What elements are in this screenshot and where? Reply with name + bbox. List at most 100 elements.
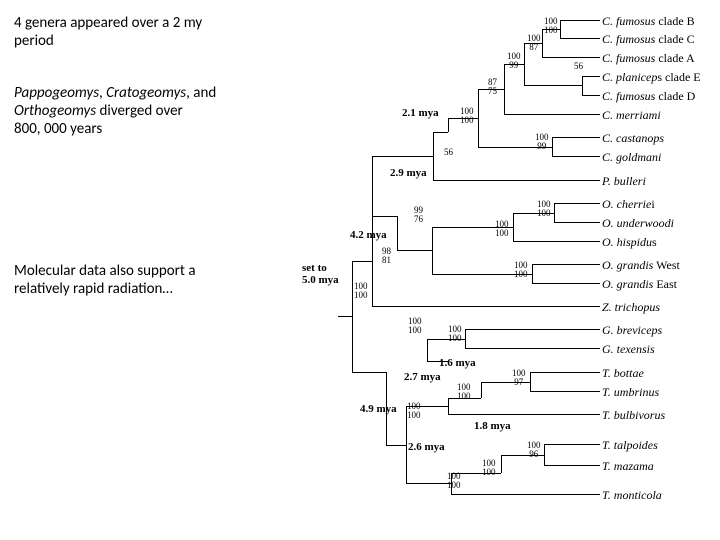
- taxon-label: G. texensis: [602, 342, 655, 357]
- taxon-label: C. goldmani: [602, 150, 661, 165]
- branch-h: [372, 156, 433, 157]
- branch-h: [386, 445, 406, 446]
- support-label: 100100: [408, 317, 422, 336]
- support-label: 10099: [507, 52, 521, 71]
- support-label: 10096: [527, 441, 541, 460]
- taxon-label: C. castanops: [602, 131, 664, 146]
- branch-h: [560, 38, 600, 39]
- taxon-label: T. bottae: [602, 366, 644, 381]
- lower-line2: relatively rapid radiation…: [14, 280, 173, 298]
- taxon-label: O. underwoodi: [602, 216, 674, 231]
- support-label: 100100: [495, 220, 509, 239]
- branch-v: [501, 455, 502, 473]
- branch-v: [542, 29, 543, 57]
- taxon-label: C. planiceps clade E: [602, 70, 701, 85]
- taxon-label: T. monticola: [602, 488, 662, 503]
- support-label: 100100: [457, 383, 471, 402]
- branch-v: [478, 89, 479, 147]
- phylogenetic-tree: C. fumosus clade B C. fumosus clade C C. f…: [282, 0, 720, 540]
- branch-h: [433, 180, 600, 181]
- branch-v: [560, 20, 561, 38]
- genus-1: Pappogeomys: [14, 84, 99, 102]
- time-label: set to5.0 mya: [302, 262, 339, 286]
- branch-h: [554, 203, 600, 204]
- branch-v: [432, 227, 433, 274]
- taxon-label: T. umbrinus: [602, 385, 659, 400]
- lower-text: Molecular data also support a relatively…: [14, 262, 274, 298]
- branch-h: [397, 250, 432, 251]
- support-label: 100100: [407, 402, 421, 421]
- taxon-label: O. grandis West: [602, 258, 680, 273]
- time-label: 1.6 mya: [439, 357, 476, 369]
- branch-h: [524, 85, 582, 86]
- time-label: 2.1 mya: [402, 107, 439, 119]
- branch-v: [448, 398, 449, 414]
- branch-h: [532, 283, 600, 284]
- support-label: 9881: [382, 247, 391, 266]
- branch-h: [544, 444, 600, 445]
- branch-h: [560, 20, 600, 21]
- support-label: 100100: [354, 282, 368, 301]
- branch-h: [554, 222, 600, 223]
- mid-line3: 800, 000 years: [14, 120, 102, 138]
- branch-h: [513, 241, 600, 242]
- branch-v: [530, 372, 531, 391]
- taxon-label: O. grandis East: [602, 277, 677, 292]
- taxon-label: O. cherriei: [602, 197, 655, 212]
- support-label: 100100: [537, 200, 551, 219]
- branch-h: [433, 132, 448, 133]
- support-label: 100100: [482, 459, 496, 478]
- branch-h: [530, 372, 600, 373]
- branch-v: [513, 213, 514, 241]
- branch-h: [542, 57, 600, 58]
- branch-h: [338, 316, 352, 317]
- branch-h: [448, 414, 600, 415]
- branch-h: [530, 391, 600, 392]
- taxon-label: O. hispidus: [602, 235, 657, 250]
- support-label: 56: [574, 62, 583, 71]
- branch-v: [524, 43, 525, 85]
- branch-v: [427, 339, 428, 361]
- branch-h: [552, 156, 600, 157]
- support-label: 100100: [460, 107, 474, 126]
- branch-v: [582, 76, 583, 95]
- branch-h: [372, 306, 600, 307]
- support-label: 100100: [544, 17, 558, 36]
- branch-v: [544, 444, 545, 465]
- taxon-label: T. talpoides: [602, 438, 658, 453]
- branch-h: [352, 261, 372, 262]
- heading-line2: period: [14, 32, 54, 50]
- branch-v: [352, 261, 353, 372]
- branch-h: [582, 95, 600, 96]
- taxon-label: P. bulleri: [602, 174, 646, 189]
- support-label: 8775: [488, 78, 497, 97]
- time-label: 2.9 mya: [390, 167, 427, 179]
- time-label: 4.9 mya: [360, 403, 397, 415]
- branch-v: [481, 382, 482, 398]
- support-label: 56: [444, 148, 453, 157]
- genus-3: Orthogeomys: [14, 102, 96, 120]
- time-label: 1.8 mya: [474, 420, 511, 432]
- branch-h: [465, 348, 600, 349]
- taxon-label: C. fumosus clade D: [602, 89, 695, 104]
- genus-2: Cratogeomys: [106, 84, 186, 102]
- time-label: 4.2 mya: [350, 229, 387, 241]
- lower-line1: Molecular data also support a: [14, 262, 196, 280]
- branch-h: [406, 483, 451, 484]
- mid-span2: , and: [186, 84, 216, 102]
- support-label: 10097: [512, 369, 526, 388]
- branch-h: [552, 137, 600, 138]
- taxon-label: T. mazama: [602, 459, 654, 474]
- support-label: 10087: [527, 34, 541, 53]
- taxon-label: C. fumosus clade C: [602, 32, 695, 47]
- branch-h: [504, 114, 600, 115]
- branch-h: [352, 372, 386, 373]
- taxon-label: Z. trichopus: [602, 300, 660, 315]
- branch-v: [532, 264, 533, 283]
- branch-v: [554, 203, 555, 222]
- mid-text: Pappogeomys, Cratogeomys, and Orthogeomy…: [14, 84, 294, 138]
- time-label: 2.6 mya: [408, 441, 445, 453]
- taxon-label: C. fumosus clade B: [602, 14, 695, 29]
- branch-v: [504, 64, 505, 114]
- support-label: 100100: [447, 472, 461, 491]
